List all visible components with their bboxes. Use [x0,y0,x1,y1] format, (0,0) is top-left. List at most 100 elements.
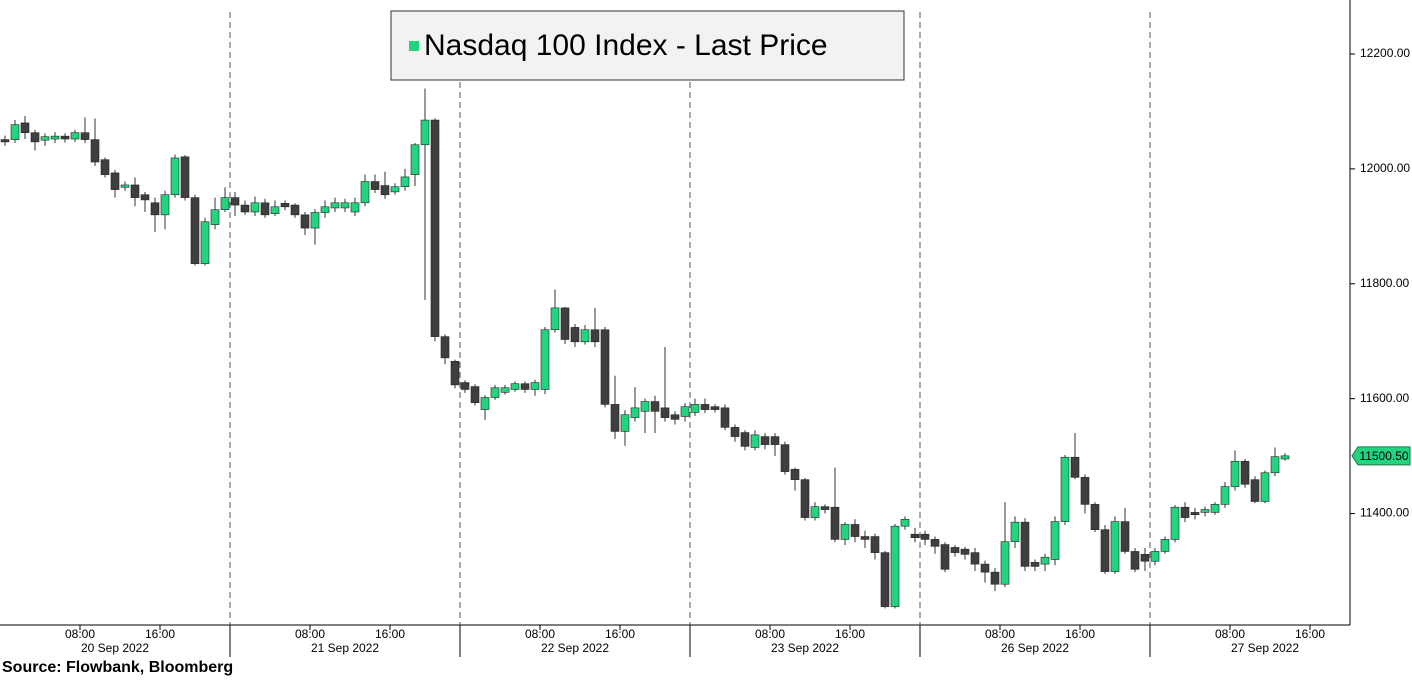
candle-body [220,197,230,210]
candle-body [380,185,390,196]
candle-body [1100,529,1110,572]
candle-body [650,401,660,412]
candle-body [710,406,720,410]
candle-body [210,209,220,225]
candle-body [480,397,490,410]
candle-body [950,547,960,553]
candle-body [430,119,440,337]
day-label: 23 Sep 2022 [771,641,839,655]
candle-body [60,135,70,140]
candle-body [130,184,140,198]
x-tick-label: 08:00 [65,627,95,641]
candle-body [360,181,370,204]
candle-body [720,407,730,428]
candle-body [660,407,670,418]
x-tick-label: 16:00 [145,627,175,641]
candle-body [1280,455,1290,460]
last-price-tag [1351,446,1411,466]
candle-body [160,194,170,216]
candle-body [20,122,30,133]
candle-body [680,406,690,417]
x-tick-label: 16:00 [1295,627,1325,641]
source: Source: Flowbank, Bloomberg [2,659,233,676]
candle-body [490,387,500,398]
candle-body [1160,539,1170,552]
candle-body [750,434,760,448]
candle-body [890,525,900,607]
candle-body [90,139,100,163]
candle-body [1060,456,1070,522]
candle-body [230,197,240,206]
candle-body [1220,486,1230,505]
candle-body [170,157,180,196]
candle-body [910,533,920,538]
candle-body [930,539,940,547]
candle-body [50,135,60,140]
x-tick-label: 08:00 [525,627,555,641]
y-tick-label: 11600.00 [1360,391,1409,405]
x-tick-label: 08:00 [755,627,785,641]
candle-body [390,186,400,193]
legend-box [390,10,905,81]
candle-body [400,176,410,187]
candle-body [1110,521,1120,572]
candle-body [1010,521,1020,543]
candle-body [670,414,680,420]
candle-body [450,361,460,386]
candle-body [200,221,210,264]
candle-body [940,544,950,570]
candle-body [740,432,750,447]
candle-body [1140,554,1150,562]
candle-body [820,506,830,510]
day-label: 26 Sep 2022 [1001,641,1069,655]
candle-body [980,563,990,573]
x-tick-label: 08:00 [985,627,1015,641]
candle-body [1050,521,1060,560]
y-tick-label: 11800.00 [1360,276,1409,290]
day-label: 21 Sep 2022 [311,641,379,655]
candle-body [340,202,350,209]
candle-body [1190,512,1200,516]
candle-body [460,382,470,390]
candle-body [690,404,700,413]
candle-body [520,383,530,390]
candle-body [540,329,550,390]
candle-body [120,184,130,188]
candle-body [800,479,810,518]
candle-body [350,202,360,213]
candle-body [570,327,580,343]
candle-body [310,212,320,229]
candle-body [180,156,190,198]
candle-body [730,427,740,437]
x-tick-label: 16:00 [835,627,865,641]
candle-body [860,536,870,540]
candle-body [270,206,280,214]
day-label: 22 Sep 2022 [541,641,609,655]
candle-body [70,132,80,140]
candle-body [420,119,430,146]
candle-body [880,552,890,607]
candle-body [1120,521,1130,552]
candle-body [440,336,450,359]
candle-body [240,204,250,213]
candle-body [810,506,820,518]
candle-body [500,387,510,393]
candle-body [920,533,930,540]
candle-body [580,329,590,343]
legend-swatch [409,41,419,51]
day-label: 27 Sep 2022 [1231,641,1299,655]
candle-body [700,404,710,410]
candle-body [320,206,330,213]
candle-body [1040,556,1050,565]
candle-body [1250,479,1260,502]
candle-body [1260,472,1270,502]
candle-body [100,159,110,175]
candle-body [1090,504,1100,530]
candle-body [640,401,650,412]
candle-body [560,307,570,340]
candle-body [1230,460,1240,487]
candle-body [900,519,910,527]
candle-body [110,172,120,190]
candle-body [410,144,420,175]
